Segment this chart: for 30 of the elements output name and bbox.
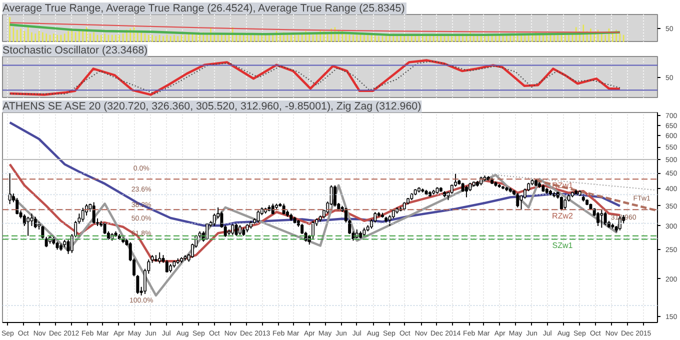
candlestick bbox=[81, 207, 84, 222]
chart-title: Stochastic Oscillator (23.3468) bbox=[2, 44, 148, 56]
candlestick bbox=[564, 198, 567, 210]
candlestick bbox=[333, 184, 336, 208]
candlestick bbox=[41, 225, 44, 240]
chart-title: ATHENS SE ASE 20 (320.720, 326.360, 305.520, 312.960, -9.85001), Zig Zag (312.960) bbox=[2, 100, 422, 112]
candlestick bbox=[256, 210, 260, 224]
candlestick bbox=[604, 212, 607, 226]
candlestick bbox=[92, 202, 96, 224]
candlestick bbox=[26, 216, 30, 236]
candlestick bbox=[234, 222, 238, 236]
chart-title: Average True Range, Average True Range (26.4524), Average True Range (25.8345) bbox=[2, 2, 405, 14]
candlestick bbox=[516, 192, 520, 208]
ref-line-label: RZw2 bbox=[552, 212, 574, 221]
candlestick bbox=[206, 222, 209, 240]
candlestick bbox=[34, 216, 37, 229]
candlestick bbox=[66, 239, 70, 254]
candlestick bbox=[8, 172, 12, 205]
candlestick bbox=[44, 236, 48, 248]
candlestick bbox=[464, 185, 468, 198]
candlestick bbox=[560, 196, 563, 211]
candlestick bbox=[16, 197, 19, 215]
candlestick bbox=[238, 224, 242, 236]
candlestick bbox=[158, 252, 162, 264]
candlestick bbox=[165, 260, 168, 273]
candlestick bbox=[600, 209, 604, 228]
ref-line-label: SZw1 bbox=[552, 241, 574, 250]
candlestick bbox=[136, 274, 140, 294]
candlestick bbox=[30, 213, 34, 226]
candlestick bbox=[596, 212, 600, 226]
